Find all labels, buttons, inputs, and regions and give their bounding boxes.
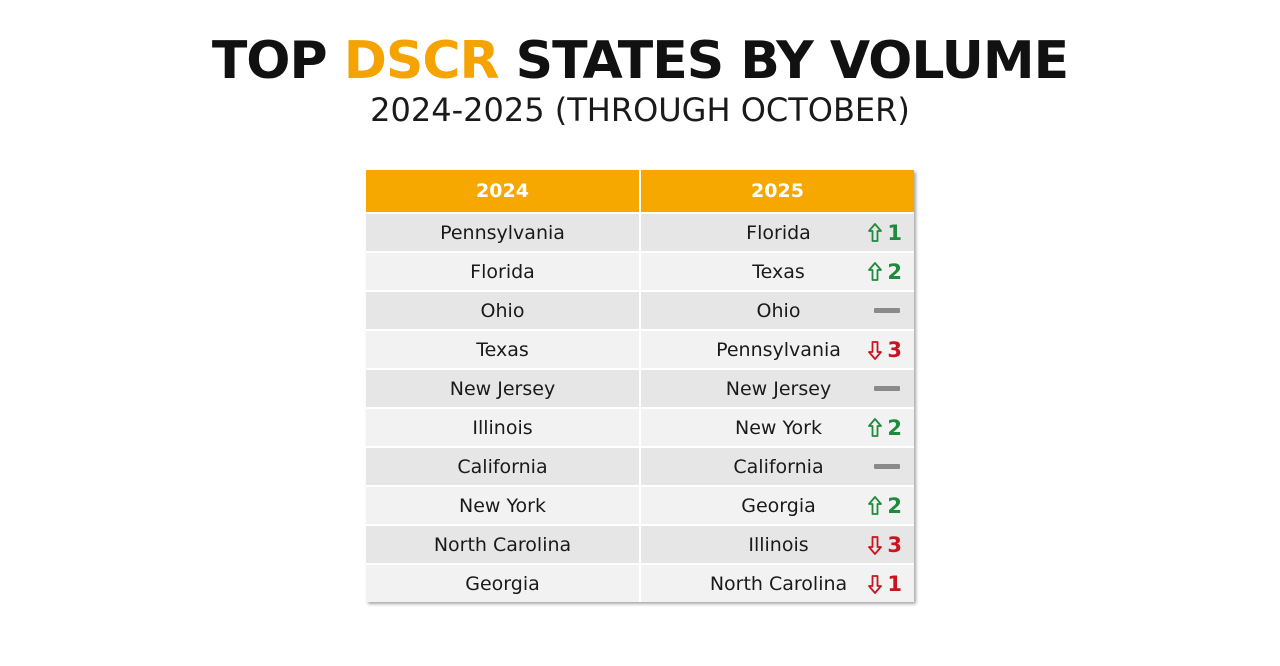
dash-icon [874, 308, 900, 313]
down-arrow-icon [868, 535, 883, 555]
page-title: TOP DSCR STATES BY VOLUME [0, 30, 1280, 92]
cell-2025-state: New York [734, 416, 822, 439]
cell-2025: New Jersey [640, 368, 914, 408]
rank-change-value: 2 [887, 415, 902, 440]
cell-2025-state: Florida [746, 221, 811, 244]
dash-icon [874, 464, 900, 469]
cell-2025-state: North Carolina [709, 572, 848, 595]
cell-2025: New York 2 [640, 407, 914, 447]
cell-2025: Florida 1 [640, 212, 914, 252]
cell-2025: Texas 2 [640, 251, 914, 291]
down-arrow-icon [868, 340, 883, 360]
table-row: New Jersey New Jersey [366, 368, 914, 408]
cell-2024-state: California [366, 446, 641, 486]
cell-2024-state: Florida [366, 251, 641, 291]
rank-change-value: 1 [887, 571, 902, 596]
rank-change-indicator [862, 299, 902, 323]
title-part-1: TOP [211, 31, 344, 91]
cell-2024-state: Illinois [366, 407, 641, 447]
cell-2025: North Carolina 1 [640, 563, 914, 602]
table-row: North Carolina Illinois 3 [366, 524, 914, 564]
rank-change-indicator [862, 377, 902, 401]
rank-change-value: 1 [887, 220, 902, 245]
rank-change-indicator: 1 [862, 221, 902, 245]
rank-change-indicator: 2 [862, 416, 902, 440]
cell-2025: Ohio [640, 290, 914, 330]
up-arrow-icon [868, 417, 883, 437]
page-subtitle: 2024-2025 (THROUGH OCTOBER) [370, 91, 910, 129]
cell-2025: California [640, 446, 914, 486]
rank-change-indicator: 2 [862, 494, 902, 518]
rank-change-indicator: 3 [862, 533, 902, 557]
table-row: Georgia North Carolina 1 [366, 563, 914, 602]
down-arrow-icon [868, 574, 883, 594]
table-row: California California [366, 446, 914, 486]
table-row: Ohio Ohio [366, 290, 914, 330]
rank-change-value: 2 [887, 259, 902, 284]
cell-2025-state: California [733, 455, 824, 478]
cell-2025-state: Texas [752, 260, 805, 283]
cell-2024-state: New York [366, 485, 641, 525]
rankings-table-container: 2024 2025 Pennsylvania Florida 1 Florida Tex… [366, 170, 914, 602]
cell-2025-state: New Jersey [725, 377, 832, 400]
cell-2025-state: Pennsylvania [716, 338, 841, 361]
table-body: Pennsylvania Florida 1 Florida Texas 2 Ohio Ohi… [366, 212, 914, 602]
dash-icon [874, 386, 900, 391]
cell-2024-state: Pennsylvania [366, 212, 641, 252]
table-row: Texas Pennsylvania 3 [366, 329, 914, 369]
rank-change-indicator: 1 [862, 572, 902, 596]
cell-2024-state: New Jersey [366, 368, 641, 408]
table-row: Illinois New York 2 [366, 407, 914, 447]
rank-change-value: 3 [887, 532, 902, 557]
rankings-table: 2024 2025 Pennsylvania Florida 1 Florida Tex… [366, 170, 914, 602]
title-part-2: STATES BY VOLUME [498, 31, 1070, 91]
cell-2025-state: Illinois [748, 533, 809, 556]
cell-2024-state: Georgia [366, 563, 641, 602]
cell-2025-state: Ohio [756, 299, 801, 322]
table-row: New York Georgia 2 [366, 485, 914, 525]
table-row: Pennsylvania Florida 1 [366, 212, 914, 252]
up-arrow-icon [868, 495, 883, 515]
up-arrow-icon [868, 261, 883, 281]
cell-2025: Pennsylvania 3 [640, 329, 914, 369]
title-accent: DSCR [343, 31, 500, 91]
cell-2024-state: North Carolina [366, 524, 641, 564]
rank-change-value: 3 [887, 337, 902, 362]
rank-change-indicator [862, 455, 902, 479]
up-arrow-icon [868, 222, 883, 242]
cell-2025: Illinois 3 [640, 524, 914, 564]
cell-2025-state: Georgia [741, 494, 816, 517]
rank-change-value: 2 [887, 493, 902, 518]
cell-2025: Georgia 2 [640, 485, 914, 525]
table-header-row: 2024 2025 [366, 170, 914, 213]
table-row: Florida Texas 2 [366, 251, 914, 291]
cell-2024-state: Texas [366, 329, 641, 369]
cell-2024-state: Ohio [366, 290, 641, 330]
header-2024: 2024 [366, 170, 641, 213]
rank-change-indicator: 2 [862, 260, 902, 284]
rank-change-indicator: 3 [862, 338, 902, 362]
header-2025: 2025 [640, 170, 914, 213]
